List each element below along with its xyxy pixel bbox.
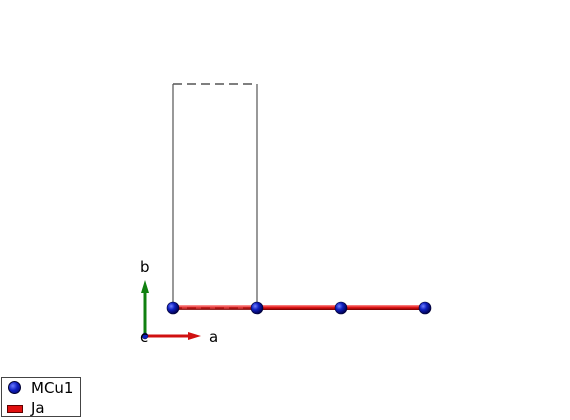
bonds-ja (173, 305, 425, 310)
axis-b-label: b (140, 258, 150, 276)
bond-ja-2 (257, 305, 341, 310)
atom-mcu1[interactable] (250, 301, 264, 315)
legend-label-mcu1: MCu1 (31, 379, 74, 397)
legend-item-ja: Ja (2, 398, 80, 418)
atom-mcu1[interactable] (166, 301, 180, 315)
legend-item-mcu1: MCu1 (2, 378, 80, 398)
axis-triad: b a c (140, 258, 218, 346)
legend: MCu1 Ja (1, 377, 81, 417)
axis-b-arrow-head (141, 280, 149, 293)
bond-ja-3 (341, 305, 425, 310)
atom-mcu1[interactable] (334, 301, 348, 315)
unit-cell (172, 83, 258, 309)
bond-ja-1 (173, 305, 257, 310)
atom-mcu1[interactable] (418, 301, 432, 315)
axis-c-origin (141, 332, 149, 340)
atom-sphere-icon (8, 381, 21, 394)
bond-swatch-icon (7, 405, 23, 413)
axis-a-label: a (209, 328, 218, 346)
axis-c-label: c (140, 328, 148, 346)
axis-a-arrow-head (188, 332, 201, 340)
atoms-mcu1 (166, 301, 432, 315)
legend-label-ja: Ja (31, 399, 45, 417)
